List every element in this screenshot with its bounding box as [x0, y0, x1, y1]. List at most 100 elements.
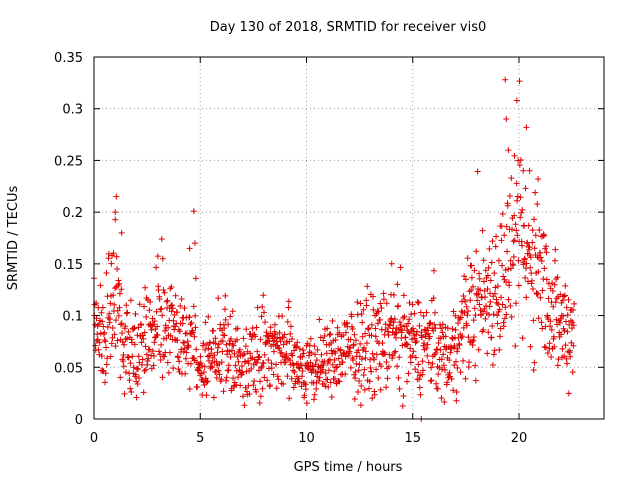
data-point — [455, 320, 462, 327]
data-point — [329, 361, 336, 368]
data-point — [417, 309, 424, 316]
data-point — [437, 346, 444, 353]
data-point — [311, 396, 318, 403]
data-point — [511, 237, 518, 244]
data-point — [248, 365, 255, 372]
data-point — [198, 362, 205, 369]
data-point — [504, 248, 511, 255]
data-point — [130, 326, 137, 333]
data-point — [526, 244, 533, 251]
data-point — [527, 254, 534, 261]
data-point — [181, 305, 188, 312]
data-point — [450, 308, 457, 315]
data-point — [484, 350, 491, 357]
data-point — [468, 262, 475, 269]
data-point — [525, 222, 532, 229]
data-point — [116, 290, 123, 297]
data-point — [387, 318, 394, 325]
data-point — [236, 346, 243, 353]
data-point — [193, 346, 200, 353]
data-point — [187, 321, 194, 328]
data-point — [471, 305, 478, 312]
data-point — [515, 257, 522, 264]
data-point — [291, 347, 298, 354]
data-point — [147, 298, 154, 305]
data-point — [108, 260, 115, 267]
data-point — [413, 328, 420, 335]
data-point — [310, 366, 317, 373]
data-point — [415, 299, 422, 306]
data-point — [275, 376, 282, 383]
data-point — [159, 255, 166, 262]
data-point — [205, 313, 212, 320]
data-point — [546, 340, 553, 347]
data-point — [313, 357, 320, 364]
data-point — [416, 322, 423, 329]
data-point — [388, 260, 395, 267]
data-point — [359, 319, 366, 326]
data-point — [298, 383, 305, 390]
data-point — [403, 340, 410, 347]
data-point — [141, 303, 148, 310]
data-point — [347, 364, 354, 371]
data-point — [259, 385, 266, 392]
data-point — [213, 374, 220, 381]
data-point — [372, 333, 379, 340]
data-point — [557, 291, 564, 298]
data-point — [200, 340, 207, 347]
data-point — [182, 355, 189, 362]
data-point — [207, 363, 214, 370]
data-point — [301, 379, 308, 386]
data-point — [122, 369, 129, 376]
data-point — [216, 371, 223, 378]
data-point — [157, 306, 164, 313]
data-point — [340, 332, 347, 339]
data-point — [474, 297, 481, 304]
data-point — [159, 374, 166, 381]
data-point — [402, 334, 409, 341]
data-point — [530, 366, 537, 373]
data-point — [371, 391, 378, 398]
data-point — [493, 233, 500, 240]
data-point — [369, 293, 376, 300]
data-point — [396, 319, 403, 326]
data-point — [457, 369, 464, 376]
data-point — [153, 264, 160, 271]
data-point — [254, 348, 261, 355]
data-point — [439, 329, 446, 336]
data-point — [569, 369, 576, 376]
x-tick-label: 5 — [196, 431, 204, 446]
data-point — [511, 212, 518, 219]
data-point — [560, 312, 567, 319]
data-point — [119, 329, 126, 336]
data-point — [201, 369, 208, 376]
data-point — [327, 330, 334, 337]
data-point — [110, 250, 117, 257]
data-point — [424, 352, 431, 359]
data-point — [536, 226, 543, 233]
data-point — [495, 257, 502, 264]
data-point — [253, 359, 260, 366]
data-point — [324, 376, 331, 383]
data-point — [445, 374, 452, 381]
data-point — [377, 386, 384, 393]
data-point — [560, 293, 567, 300]
data-point — [492, 243, 499, 250]
data-point — [348, 313, 355, 320]
data-point — [564, 328, 571, 335]
data-point — [103, 361, 110, 368]
data-point — [234, 336, 241, 343]
data-point — [498, 294, 505, 301]
data-point — [396, 385, 403, 392]
data-point — [531, 245, 538, 252]
data-point — [187, 360, 194, 367]
grid — [94, 57, 604, 419]
data-point — [308, 350, 315, 357]
data-point — [163, 335, 170, 342]
data-point — [280, 341, 287, 348]
data-point — [322, 370, 329, 377]
data-point — [516, 162, 523, 169]
data-point — [535, 315, 542, 322]
data-point — [485, 264, 492, 271]
data-point — [545, 295, 552, 302]
